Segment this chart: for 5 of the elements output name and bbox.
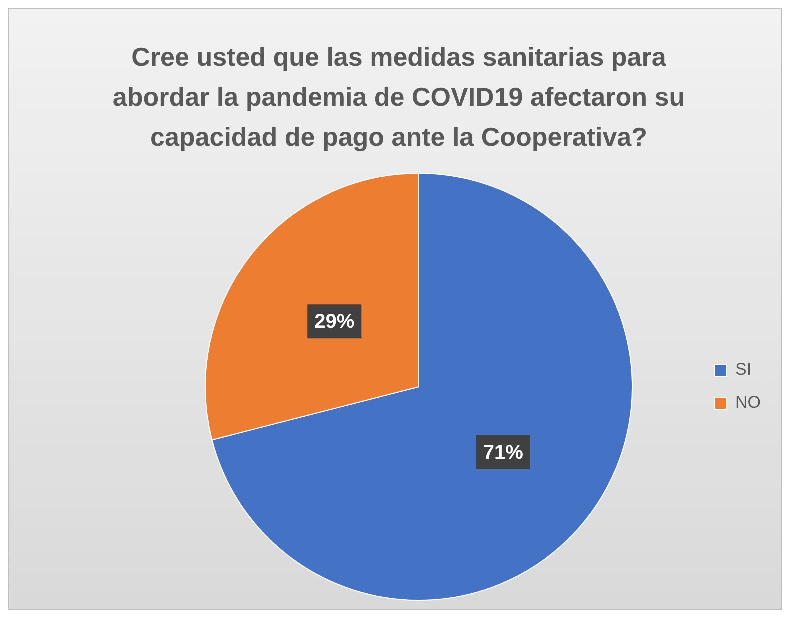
chart-title: Cree usted que las medidas sanitarias para abordar la pandemia de COVID19 afectaron su capacidad de pago ante la Cooperativa? [112,41,686,154]
legend-label: SI [736,360,752,380]
data-label: 29% [314,311,355,334]
data-label: 71% [483,442,524,464]
legend-label: NO [736,393,761,412]
